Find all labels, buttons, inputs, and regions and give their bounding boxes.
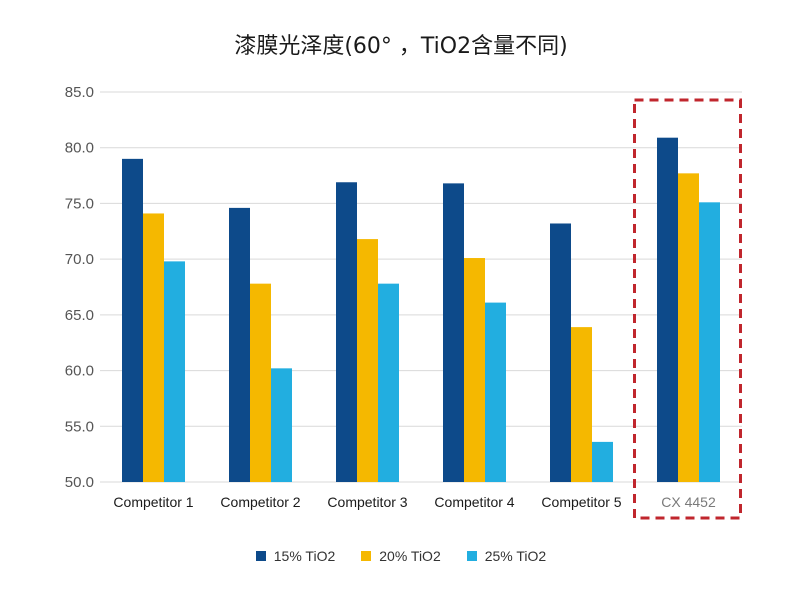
bar-25-tio2	[271, 368, 292, 482]
category-label: Competitor 4	[434, 494, 514, 510]
gridlines	[100, 91, 742, 483]
legend: 15% TiO2 20% TiO2 25% TiO2	[0, 548, 802, 564]
bar-15-tio2	[443, 183, 464, 482]
legend-item: 15% TiO2	[255, 548, 336, 564]
y-tick-label: 80.0	[65, 140, 94, 157]
bar-15-tio2	[336, 182, 357, 482]
bar-15-tio2	[657, 137, 678, 482]
bar-25-tio2	[164, 261, 185, 482]
bar-25-tio2	[592, 441, 613, 482]
bar-25-tio2	[378, 283, 399, 482]
y-tick-label: 60.0	[65, 363, 94, 380]
y-tick-label: 55.0	[65, 418, 94, 435]
y-tick-label: 85.0	[65, 84, 94, 101]
bar-25-tio2	[485, 302, 506, 482]
legend-swatch	[466, 551, 477, 561]
category-labels: Competitor 1 Competitor 2 Competitor 3 Comp…	[113, 494, 716, 510]
category-label: CX 4452	[661, 494, 716, 510]
bar-15-tio2	[550, 223, 571, 482]
category-label: Competitor 1	[113, 494, 193, 510]
legend-label: 15% TiO2	[273, 548, 336, 564]
legend-swatch	[255, 551, 266, 561]
bar-20-tio2	[571, 327, 592, 482]
bar-20-tio2	[250, 283, 271, 482]
bar-25-tio2	[699, 202, 720, 483]
legend-label: 25% TiO2	[484, 548, 547, 564]
legend-item: 25% TiO2	[466, 548, 547, 564]
chart-title: 漆膜光泽度(60° ，TiO2含量不同)	[234, 34, 568, 59]
y-tick-label: 50.0	[65, 474, 94, 491]
y-tick-label: 65.0	[65, 307, 94, 324]
y-axis-ticks: 50.0 55.0 60.0 65.0 70.0 75.0 80.0 85.0	[65, 84, 94, 491]
bar-20-tio2	[357, 239, 378, 482]
bar-20-tio2	[678, 173, 699, 483]
bar-20-tio2	[143, 213, 164, 482]
category-label: Competitor 5	[541, 494, 621, 510]
bars	[122, 137, 720, 483]
bar-20-tio2	[464, 258, 485, 482]
legend-item: 20% TiO2	[361, 548, 441, 564]
highlight-box	[633, 98, 742, 520]
legend-swatch	[361, 551, 372, 561]
bar-15-tio2	[229, 207, 250, 482]
y-tick-label: 70.0	[65, 251, 94, 268]
y-tick-label: 75.0	[65, 195, 94, 212]
category-label: Competitor 3	[327, 494, 407, 510]
bar-15-tio2	[122, 158, 143, 482]
highlight-dashed-box	[633, 98, 742, 520]
legend-label: 20% TiO2	[379, 548, 441, 564]
category-label: Competitor 2	[220, 494, 300, 510]
